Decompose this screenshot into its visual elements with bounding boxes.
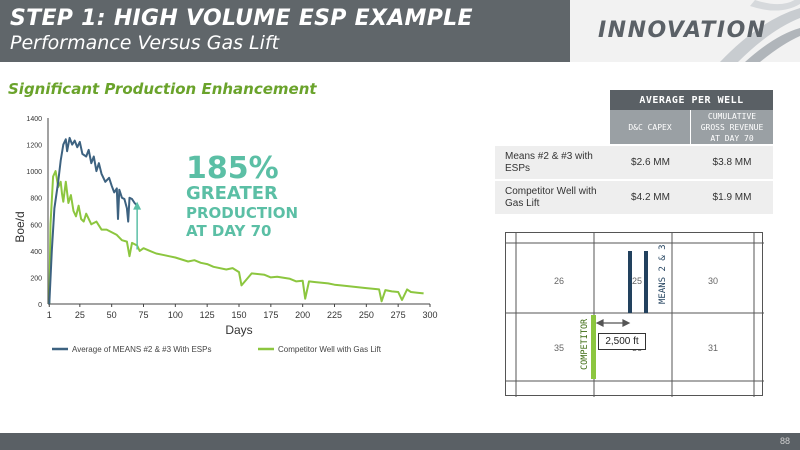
page-number: 88 (779, 436, 790, 446)
table-cell-revenue: $1.9 MM (712, 191, 752, 203)
table-row: Means #2 & #3 with ESPs $2.6 MM $3.8 MM (495, 146, 773, 179)
table-cell-capex: $2.6 MM (631, 156, 670, 168)
section-number: 31 (708, 343, 719, 353)
x-tick-label: 250 (359, 310, 374, 320)
y-axis-label: Boe/d (13, 211, 27, 242)
means-wells-label: MEANS 2 & 3 (658, 244, 668, 304)
table-cell-capex: $4.2 MM (631, 191, 670, 203)
series-line-competitor-gas-lift (48, 170, 424, 305)
means-2-wellbore (628, 251, 632, 313)
slide-footer: 88 (0, 433, 800, 450)
table-row-label: Means #2 & #3 with ESPs (505, 150, 593, 174)
annotation-text: GREATER (186, 183, 278, 204)
table-cell-revenue: $3.8 MM (712, 156, 752, 168)
y-tick-label: 1000 (26, 169, 42, 176)
x-axis-label: Days (225, 323, 252, 337)
x-tick-label: 225 (327, 310, 342, 320)
table-row-label: Competitor Well with Gas Lift (505, 185, 597, 209)
annotation-text: AT DAY 70 (186, 222, 271, 240)
section-number: 30 (708, 276, 719, 286)
x-tick-label: 1 (47, 310, 52, 320)
annotation-text: 185% (186, 151, 279, 186)
section-number: 25 (632, 276, 643, 286)
legend-label-means-esp: Average of MEANS #2 & #3 With ESPs (72, 345, 211, 354)
section-grid (506, 233, 764, 397)
series-line-means-esp (48, 136, 138, 305)
table-row: Competitor Well with Gas Lift $4.2 MM $1… (495, 181, 773, 214)
distance-label: 2,500 ft (598, 333, 646, 350)
slide-header: STEP 1: HIGH VOLUME ESP EXAMPLE Performa… (0, 0, 800, 62)
distance-arrow-icon (595, 319, 631, 327)
x-tick-label: 125 (200, 310, 215, 320)
section-number: 35 (554, 343, 565, 353)
means-3-wellbore (644, 251, 648, 313)
y-tick-label: 600 (30, 222, 42, 229)
legend-label-competitor: Competitor Well with Gas Lift (278, 345, 382, 354)
y-tick-label: 0 (38, 302, 42, 309)
y-tick-label: 200 (30, 275, 42, 282)
x-tick-label: 150 (231, 310, 246, 320)
y-tick-label: 400 (30, 249, 42, 256)
logo-swoosh-icon (720, 0, 800, 62)
x-tick-label: 75 (138, 310, 148, 320)
annotation-text: PRODUCTION (186, 204, 298, 222)
y-tick-label: 1400 (26, 116, 42, 123)
x-tick-label: 50 (107, 310, 117, 320)
well-location-map: 26 25 30 35 36 31 MEANS 2 & 3 COMPETITOR… (505, 232, 764, 397)
section-title: Significant Production Enhancement (8, 80, 317, 98)
section-number: 26 (554, 276, 565, 286)
competitor-wellbore (591, 315, 596, 379)
logo-text: INNOVATION (598, 18, 767, 43)
x-tick-label: 100 (168, 310, 183, 320)
y-tick-label: 1200 (26, 143, 42, 150)
slide-subtitle: Performance Versus Gas Lift (10, 32, 280, 54)
table-header-revenue: CUMULATIVE GROSS REVENUE AT DAY 70 (691, 110, 773, 144)
y-tick-label: 800 (30, 196, 42, 203)
x-tick-label: 200 (295, 310, 310, 320)
table-group-header: AVERAGE PER WELL (610, 90, 773, 110)
day70-arrow-head-icon (133, 201, 142, 210)
x-tick-label: 275 (391, 310, 406, 320)
x-tick-label: 300 (422, 310, 437, 320)
x-tick-label: 25 (75, 310, 85, 320)
logo-panel: INNOVATION (570, 0, 800, 62)
x-tick-label: 175 (263, 310, 278, 320)
slide-title: STEP 1: HIGH VOLUME ESP EXAMPLE (10, 6, 473, 31)
competitor-well-label: COMPETITOR (580, 318, 590, 370)
table-header-capex: D&C CAPEX (610, 110, 691, 144)
